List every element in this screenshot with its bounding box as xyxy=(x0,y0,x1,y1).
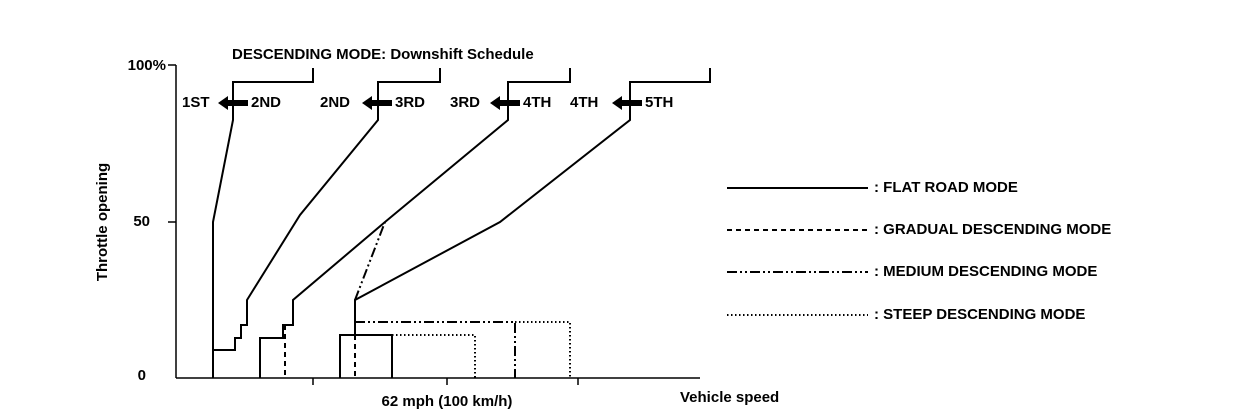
shift-from: 3RD xyxy=(450,94,480,111)
axes xyxy=(168,64,700,385)
y-axis-label: Throttle opening xyxy=(94,163,111,281)
shift-from: 4TH xyxy=(570,94,598,111)
x-marker-label: 62 mph (100 km/h) xyxy=(382,393,513,410)
shift-to: 4TH xyxy=(523,94,551,111)
title: DESCENDING MODE: Downshift Schedule xyxy=(232,46,534,63)
legend: : FLAT ROAD MODE : GRADUAL DESCENDING MO… xyxy=(727,179,1111,323)
arrows xyxy=(218,96,642,110)
y-tick-label: 0 xyxy=(138,367,146,384)
shift-to: 5TH xyxy=(645,94,673,111)
shift-from: 2ND xyxy=(320,94,350,111)
shift-to: 3RD xyxy=(395,94,425,111)
legend-label: : GRADUAL DESCENDING MODE xyxy=(874,221,1111,238)
shift-to: 2ND xyxy=(251,94,281,111)
y-tick-label: 100% xyxy=(128,57,166,74)
shift-labels: 1ST 2ND 2ND 3RD 3RD 4TH 4TH 5TH xyxy=(182,94,673,111)
y-tick-label: 50 xyxy=(133,213,150,230)
legend-label: : FLAT ROAD MODE xyxy=(874,179,1018,196)
legend-label: : STEEP DESCENDING MODE xyxy=(874,306,1085,323)
legend-label: : MEDIUM DESCENDING MODE xyxy=(874,263,1097,280)
shift-from: 1ST xyxy=(182,94,210,111)
x-axis-label: Vehicle speed xyxy=(680,389,779,406)
shift-lines xyxy=(212,68,711,378)
